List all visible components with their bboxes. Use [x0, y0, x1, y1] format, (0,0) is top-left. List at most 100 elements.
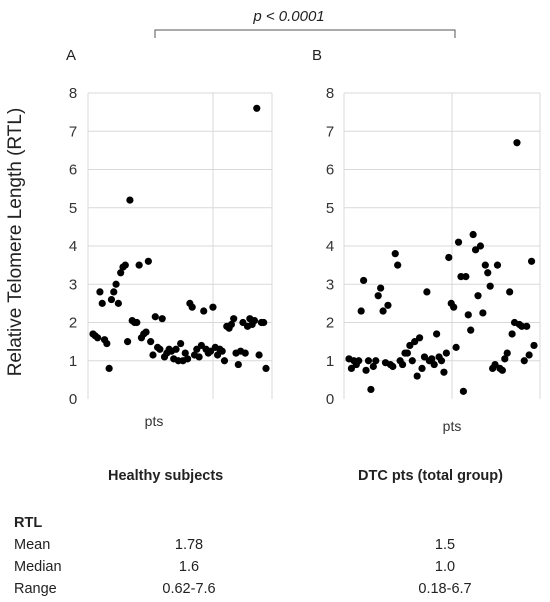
panel-a-points — [89, 104, 270, 372]
panel-b-point-4 — [355, 357, 363, 365]
panel-b-x-label: pts — [443, 418, 462, 434]
panel-a-point-6 — [103, 339, 111, 348]
panel-a-y-tick-2: 2 — [69, 315, 77, 332]
panel-b-point-12 — [374, 292, 382, 300]
panel-b-y-tick-8: 8 — [326, 85, 334, 102]
panel-b-y-tick-7: 7 — [326, 123, 334, 140]
panel-b-y-tick-6: 6 — [326, 162, 334, 179]
panel-a-point-48 — [200, 307, 208, 315]
panel-b-point-31 — [420, 353, 429, 361]
panel-a-point-16 — [126, 196, 134, 204]
panel-a-letter: A — [66, 47, 76, 64]
panel-b-point-26 — [408, 357, 416, 365]
panel-a-point-20 — [135, 261, 143, 269]
panel-a-point-74 — [260, 318, 268, 327]
panel-a-point-38 — [177, 339, 185, 348]
panel-b-point-6 — [360, 276, 368, 285]
panel-b-point-49 — [464, 311, 472, 319]
panel-a-point-15 — [124, 338, 132, 346]
panel-b-y-tick-5: 5 — [326, 200, 334, 217]
panel-b-point-22 — [398, 360, 407, 369]
panel-a-y-tick-6: 6 — [69, 162, 77, 179]
panel-a-point-71 — [253, 104, 261, 112]
panel-b-point-38 — [437, 357, 446, 365]
panel-b-point-74 — [525, 351, 533, 359]
panel-a-point-25 — [147, 338, 155, 346]
panel-b-point-44 — [452, 343, 460, 351]
stats-row-median: Median 1.6 1.0 — [10, 556, 540, 578]
panel-a-point-23 — [142, 328, 150, 336]
healthy-median: 1.6 — [178, 559, 200, 575]
row-label-median: Median — [14, 559, 62, 575]
panel-a-point-70 — [250, 316, 259, 325]
panel-b-letter: B — [312, 47, 322, 64]
panel-b-y-tick-3: 3 — [326, 276, 334, 293]
panel-b-point-28 — [413, 372, 421, 380]
group-title-healthy: Healthy subjects — [108, 468, 224, 484]
panel-a-point-43 — [188, 303, 196, 311]
panel-a-point-14 — [121, 261, 129, 269]
panel-b-point-73 — [523, 322, 531, 330]
panel-b-point-14 — [379, 307, 387, 315]
panel-a-point-10 — [112, 280, 120, 288]
panel-b-point-50 — [467, 326, 475, 334]
row-label-range: Range — [14, 581, 57, 597]
panel-b-point-61 — [493, 261, 502, 269]
panel-a-point-36 — [172, 345, 180, 353]
panel-b-point-47 — [459, 387, 468, 395]
row-label-mean: Mean — [14, 537, 51, 553]
panel-a-y-tick-5: 5 — [69, 200, 77, 217]
panel-b-point-63 — [498, 366, 506, 374]
panel-b-y-tick-0: 0 — [326, 391, 334, 408]
group-title-dtc: DTC pts (total group) — [358, 468, 503, 484]
panel-a-y-ticks: 0 1 2 3 4 5 6 7 8 — [69, 85, 77, 408]
p-value-label: p < 0.0001 — [252, 8, 324, 25]
panel-b-point-56 — [481, 261, 489, 269]
healthy-mean: 1.78 — [174, 537, 204, 553]
panel-b-point-48 — [462, 273, 470, 281]
dtc-range: 0.18-6.7 — [418, 581, 472, 597]
panel-b-point-18 — [389, 362, 397, 371]
panel-b-point-40 — [442, 349, 450, 357]
panel-b-point-69 — [513, 139, 521, 147]
panel-b-point-43 — [450, 303, 458, 311]
stats-heading: RTL — [14, 515, 43, 531]
panel-a-point-4 — [98, 299, 106, 307]
panel-a-point-72 — [255, 351, 263, 359]
panel-b-point-66 — [506, 288, 514, 296]
panel-a: A 0 1 2 3 4 5 6 7 8 pts — [66, 47, 273, 429]
panel-a-point-3 — [96, 288, 104, 296]
panel-b-point-30 — [418, 364, 426, 372]
panel-a-point-46 — [195, 353, 203, 361]
panel-b-point-41 — [445, 253, 453, 262]
panel-b-point-36 — [433, 330, 441, 338]
panel-a-x-label: pts — [145, 413, 164, 429]
panel-b-point-5 — [357, 307, 365, 315]
panel-b-y-ticks: 0 1 2 3 4 5 6 7 8 — [326, 85, 334, 408]
stats-row-mean: Mean 1.78 1.5 — [10, 534, 540, 556]
stats-heading-row: RTL — [10, 512, 540, 534]
panel-b-y-tick-4: 4 — [326, 238, 334, 255]
panel-b-point-25 — [406, 341, 414, 350]
panel-a-y-tick-4: 4 — [69, 238, 77, 255]
panel-a-point-56 — [218, 347, 226, 355]
panel-b-point-19 — [391, 250, 399, 258]
panel-b-point-60 — [491, 360, 499, 369]
panel-a-y-tick-8: 8 — [69, 85, 77, 102]
dtc-median: 1.0 — [434, 559, 456, 575]
panel-b-point-45 — [454, 238, 463, 246]
panel-b-point-39 — [440, 368, 448, 376]
panel-a-point-57 — [220, 357, 229, 365]
panel-b-point-11 — [372, 357, 380, 365]
panel-a-point-26 — [149, 351, 157, 359]
panel-b-point-35 — [430, 360, 438, 369]
panel-a-point-27 — [151, 313, 159, 321]
stats-row-range: Range 0.62-7.6 0.18-6.7 — [10, 578, 540, 600]
panel-b-point-54 — [476, 242, 485, 250]
panel-b-point-57 — [484, 269, 492, 277]
panel-b-point-58 — [486, 282, 494, 290]
panel-a-point-2 — [94, 334, 102, 342]
panel-b-points — [345, 139, 538, 395]
panel-a-point-52 — [209, 303, 217, 311]
panel-a-point-63 — [234, 360, 242, 369]
